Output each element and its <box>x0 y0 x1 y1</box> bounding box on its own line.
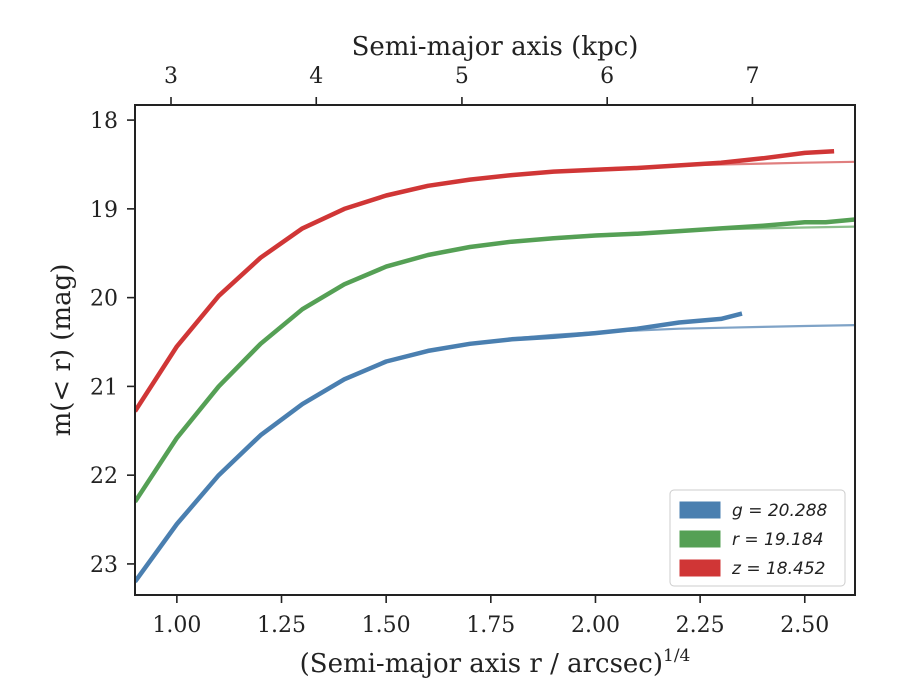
y-axis: 18 19 20 21 22 23 <box>90 109 135 578</box>
x-axis-title-exponent: 1/4 <box>663 646 690 666</box>
y-tick-label: 23 <box>90 553 118 578</box>
data-series-lines <box>135 148 855 584</box>
x-tick-label: 1.00 <box>152 613 201 638</box>
top-tick-label: 3 <box>164 64 178 89</box>
series-g-line <box>135 311 743 584</box>
top-x-axis-title: Semi-major axis (kpc) <box>352 32 639 62</box>
x-tick-label: 2.50 <box>780 613 829 638</box>
top-x-axis: 3 4 5 6 7 <box>164 64 759 105</box>
bottom-x-axis: 1.00 1.25 1.50 1.75 2.00 2.25 2.50 <box>152 595 829 638</box>
series-z-line <box>135 148 835 413</box>
z-model-line <box>135 160 855 413</box>
legend-label: z = 18.452 <box>731 559 825 579</box>
x-tick-label: 1.50 <box>362 613 411 638</box>
y-tick-label: 18 <box>90 109 118 134</box>
series-r-line <box>135 217 855 504</box>
y-tick-label: 20 <box>90 287 118 312</box>
x-tick-label: 2.00 <box>571 613 620 638</box>
plot-frame <box>134 104 856 596</box>
x-tick-label: 1.25 <box>257 613 306 638</box>
top-tick-label: 6 <box>600 64 614 89</box>
legend-swatch <box>679 530 721 548</box>
x-tick-label: 1.75 <box>466 613 515 638</box>
y-tick-label: 21 <box>90 375 118 400</box>
top-tick-label: 7 <box>745 64 759 89</box>
y-tick-label: 22 <box>90 464 118 489</box>
x-tick-label: 2.25 <box>676 613 725 638</box>
legend-swatch <box>679 559 721 577</box>
y-axis-title: m(< r) (mag) <box>47 264 77 437</box>
legend: g = 20.288 r = 19.184 z = 18.452 <box>669 489 846 587</box>
top-tick-label: 4 <box>309 64 323 89</box>
legend-swatch <box>679 501 721 519</box>
legend-label: g = 20.288 <box>732 501 828 521</box>
x-axis-title: (Semi-major axis r / arcsec)1/4 <box>300 646 691 679</box>
x-axis-title-text: (Semi-major axis r / arcsec) <box>300 649 663 679</box>
legend-label: r = 19.184 <box>732 530 824 550</box>
y-tick-label: 19 <box>90 198 118 223</box>
top-tick-label: 5 <box>455 64 469 89</box>
